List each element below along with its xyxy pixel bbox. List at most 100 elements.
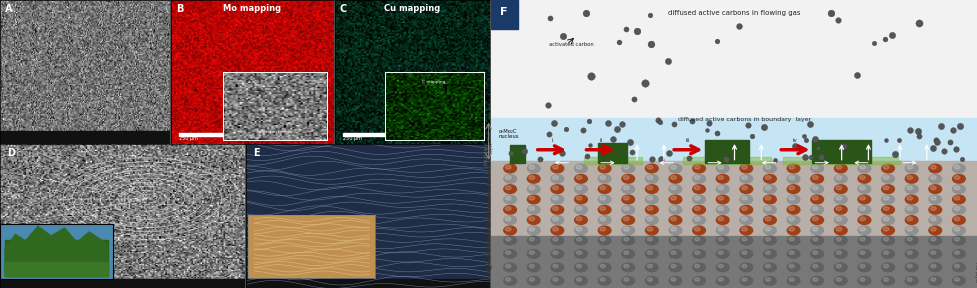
Point: [546, 120, 562, 125]
Point: [531, 157, 547, 162]
Ellipse shape: [859, 237, 864, 241]
Bar: [704, 140, 748, 163]
Ellipse shape: [905, 216, 917, 224]
Bar: [179, 133, 225, 136]
Text: diffused active carbons in boundary  layer: diffused active carbons in boundary laye…: [677, 117, 810, 122]
Ellipse shape: [622, 206, 628, 211]
Ellipse shape: [668, 216, 681, 224]
Ellipse shape: [810, 236, 823, 245]
Ellipse shape: [692, 226, 704, 235]
Ellipse shape: [763, 195, 776, 204]
Ellipse shape: [881, 195, 893, 204]
Point: [659, 59, 675, 64]
Ellipse shape: [715, 175, 728, 183]
Ellipse shape: [812, 227, 818, 231]
Ellipse shape: [575, 186, 581, 190]
Ellipse shape: [529, 237, 533, 241]
Ellipse shape: [668, 205, 681, 214]
Ellipse shape: [621, 226, 634, 235]
Ellipse shape: [622, 196, 628, 200]
Ellipse shape: [622, 217, 628, 221]
Ellipse shape: [694, 206, 700, 211]
Ellipse shape: [929, 196, 935, 200]
Ellipse shape: [952, 226, 964, 235]
Ellipse shape: [623, 264, 628, 268]
Ellipse shape: [622, 186, 628, 190]
Ellipse shape: [954, 165, 958, 169]
Ellipse shape: [930, 251, 935, 254]
Ellipse shape: [786, 205, 799, 214]
Text: C: C: [339, 4, 347, 14]
Ellipse shape: [622, 165, 628, 169]
Ellipse shape: [694, 165, 700, 169]
Ellipse shape: [810, 175, 823, 183]
Ellipse shape: [529, 227, 534, 231]
Ellipse shape: [670, 176, 676, 179]
Ellipse shape: [668, 263, 681, 272]
Ellipse shape: [715, 164, 728, 173]
Ellipse shape: [576, 278, 581, 281]
Point: [708, 131, 724, 135]
Ellipse shape: [928, 185, 941, 194]
Ellipse shape: [503, 205, 516, 214]
Ellipse shape: [930, 237, 935, 241]
Ellipse shape: [645, 175, 658, 183]
Ellipse shape: [833, 276, 846, 285]
Ellipse shape: [647, 206, 652, 211]
Ellipse shape: [882, 186, 888, 190]
Ellipse shape: [527, 195, 539, 204]
Ellipse shape: [529, 278, 533, 281]
Ellipse shape: [882, 237, 888, 241]
Ellipse shape: [764, 176, 770, 179]
Ellipse shape: [715, 226, 728, 235]
Ellipse shape: [741, 186, 746, 190]
Ellipse shape: [694, 176, 700, 179]
Point: [680, 155, 696, 160]
Ellipse shape: [621, 250, 634, 258]
Ellipse shape: [786, 250, 799, 258]
Ellipse shape: [812, 278, 817, 281]
Ellipse shape: [835, 165, 841, 169]
Ellipse shape: [906, 176, 912, 179]
Ellipse shape: [600, 264, 605, 268]
Ellipse shape: [550, 263, 563, 272]
Ellipse shape: [906, 217, 912, 221]
Point: [577, 10, 593, 15]
Ellipse shape: [810, 185, 823, 194]
Point: [605, 137, 620, 141]
Point: [866, 40, 881, 45]
Ellipse shape: [765, 237, 770, 241]
Ellipse shape: [623, 278, 628, 281]
Ellipse shape: [529, 264, 533, 268]
Point: [554, 151, 570, 156]
Ellipse shape: [740, 216, 752, 224]
Ellipse shape: [694, 217, 700, 221]
Ellipse shape: [529, 186, 534, 190]
Ellipse shape: [833, 175, 846, 183]
Point: [609, 126, 624, 131]
Ellipse shape: [742, 251, 746, 254]
Ellipse shape: [906, 206, 912, 211]
Ellipse shape: [715, 195, 728, 204]
Ellipse shape: [668, 175, 681, 183]
Point: [910, 134, 925, 139]
Ellipse shape: [928, 216, 941, 224]
Point: [582, 74, 598, 79]
Ellipse shape: [742, 278, 746, 281]
Text: diffused active carbons in flowing gas: diffused active carbons in flowing gas: [667, 10, 800, 16]
Text: Mo mapping: Mo mapping: [223, 4, 281, 13]
Ellipse shape: [833, 185, 846, 194]
Ellipse shape: [668, 226, 681, 235]
Ellipse shape: [857, 175, 870, 183]
Point: [614, 122, 629, 126]
Ellipse shape: [552, 227, 558, 231]
Ellipse shape: [859, 206, 865, 211]
Bar: [246, 279, 489, 288]
Ellipse shape: [670, 217, 676, 221]
Bar: [583, 157, 641, 164]
Ellipse shape: [645, 276, 658, 285]
Point: [580, 119, 596, 124]
Ellipse shape: [552, 206, 558, 211]
Ellipse shape: [788, 227, 793, 231]
Ellipse shape: [952, 164, 964, 173]
